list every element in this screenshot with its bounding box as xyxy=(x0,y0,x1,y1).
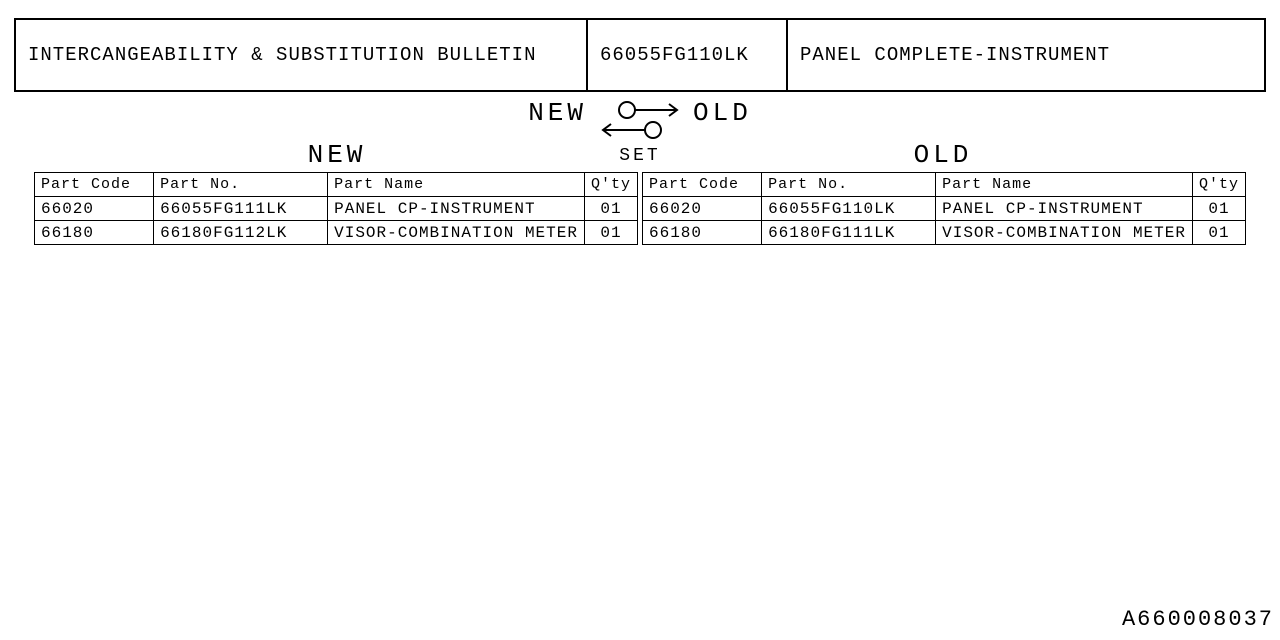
cell-no: 66180FG112LK xyxy=(154,221,328,245)
reference-number: A660008037 xyxy=(1122,607,1274,632)
cell-code: 66180 xyxy=(35,221,154,245)
table-row: 6602066055FG110LKPANEL CP-INSTRUMENT01 xyxy=(643,197,1246,221)
diagram-old-label: OLD xyxy=(693,98,752,128)
bulletin-page: INTERCANGEABILITY & SUBSTITUTION BULLETI… xyxy=(0,0,1280,640)
cell-qty: 01 xyxy=(584,221,637,245)
cell-no: 66055FG111LK xyxy=(154,197,328,221)
header-part-no: 66055FG110LK xyxy=(588,20,788,90)
table-row: 6618066180FG111LKVISOR-COMBINATION METER… xyxy=(643,221,1246,245)
header-part-name: PANEL COMPLETE-INSTRUMENT xyxy=(788,20,1266,90)
cell-qty: 01 xyxy=(1192,197,1245,221)
old-parts-table: Part Code Part No. Part Name Q'ty 660206… xyxy=(642,172,1246,245)
col-qty: Q'ty xyxy=(584,173,637,197)
cell-name: VISOR-COMBINATION METER xyxy=(936,221,1193,245)
col-part-no: Part No. xyxy=(154,173,328,197)
interchange-diagram: NEW OLD SET xyxy=(14,98,1266,158)
table-row: 6602066055FG111LKPANEL CP-INSTRUMENT01 xyxy=(35,197,638,221)
col-part-no: Part No. xyxy=(762,173,936,197)
col-part-name: Part Name xyxy=(936,173,1193,197)
new-parts-table: Part Code Part No. Part Name Q'ty 660206… xyxy=(34,172,638,245)
interchange-arrows-icon xyxy=(597,98,683,144)
header-block: INTERCANGEABILITY & SUBSTITUTION BULLETI… xyxy=(14,18,1266,92)
col-part-code: Part Code xyxy=(643,173,762,197)
col-part-name: Part Name xyxy=(328,173,585,197)
parts-tables: Part Code Part No. Part Name Q'ty 660206… xyxy=(34,172,1246,245)
cell-no: 66055FG110LK xyxy=(762,197,936,221)
diagram-new-label: NEW xyxy=(528,98,587,128)
diagram-set-label: SET xyxy=(619,146,660,166)
cell-name: VISOR-COMBINATION METER xyxy=(328,221,585,245)
col-part-code: Part Code xyxy=(35,173,154,197)
table-header-row: Part Code Part No. Part Name Q'ty xyxy=(643,173,1246,197)
cell-code: 66020 xyxy=(35,197,154,221)
cell-qty: 01 xyxy=(584,197,637,221)
cell-no: 66180FG111LK xyxy=(762,221,936,245)
cell-name: PANEL CP-INSTRUMENT xyxy=(936,197,1193,221)
cell-code: 66020 xyxy=(643,197,762,221)
table-row: 6618066180FG112LKVISOR-COMBINATION METER… xyxy=(35,221,638,245)
header-title: INTERCANGEABILITY & SUBSTITUTION BULLETI… xyxy=(16,20,588,90)
cell-name: PANEL CP-INSTRUMENT xyxy=(328,197,585,221)
cell-code: 66180 xyxy=(643,221,762,245)
cell-qty: 01 xyxy=(1192,221,1245,245)
col-qty: Q'ty xyxy=(1192,173,1245,197)
table-header-row: Part Code Part No. Part Name Q'ty xyxy=(35,173,638,197)
